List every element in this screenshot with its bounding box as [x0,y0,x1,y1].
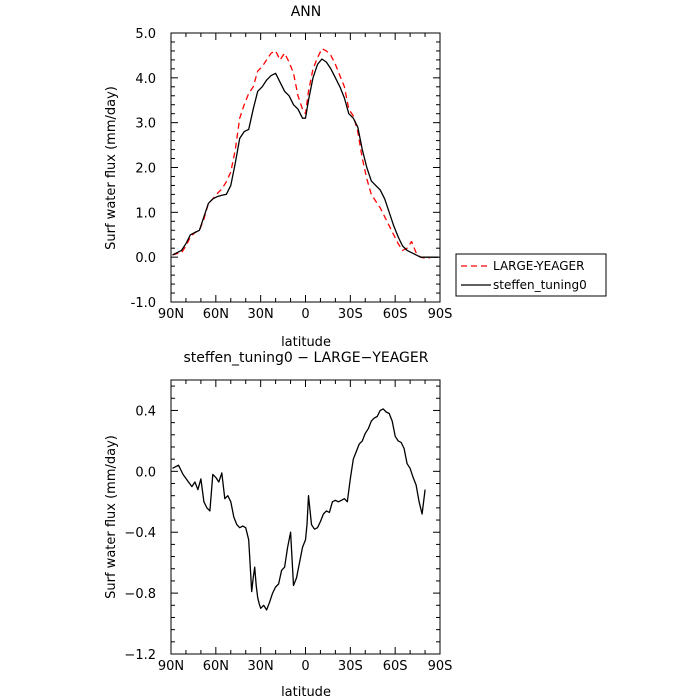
top-y-tick-label: 1.0 [135,206,156,221]
bottom-chart-title: steffen_tuning0 − LARGE−YEAGER [184,350,429,366]
top-y-tick-label: -1.0 [131,296,156,311]
legend-box [455,253,607,297]
top-y-axis-label: Surf water flux (mm/day) [104,86,119,250]
bottom-axis-ticks [170,380,441,655]
top-series-line-steffen-tuning0 [172,58,439,258]
top-x-tick-label: 60S [383,307,408,322]
top-y-tick-label: 0.0 [135,251,156,266]
bottom-y-axis-label: Surf water flux (mm/day) [104,435,119,599]
bottom-y-tick-label: 0.0 [135,465,156,480]
legend: LARGE-YEAGER steffen_tuning0 [455,253,607,297]
top-y-tick-label: 4.0 [135,72,156,87]
top-plot-frame [170,32,441,303]
legend-label-steffen-tuning0: steffen_tuning0 [493,278,587,292]
top-y-tick-labels: -1.0 0.0 1.0 2.0 3.0 4.0 5.0 [131,27,156,311]
top-y-tick-label: 2.0 [135,162,156,177]
bottom-x-tick-label: 90S [428,659,453,674]
bottom-panel: steffen_tuning0 − LARGE−YEAGER −1.2−0.8−… [104,350,452,700]
top-x-tick-label: 90S [428,307,453,322]
legend-label-large-yeager: LARGE-YEAGER [493,259,584,273]
top-x-tick-label: 30S [338,307,363,322]
bottom-x-tick-label: 0 [301,659,309,674]
bottom-y-tick-label: 0.4 [135,404,156,419]
bottom-x-tick-labels: 90N 60N 30N 0 30S 60S 90S [158,659,453,674]
bottom-y-tick-label: −0.8 [124,587,156,602]
top-axis-ticks [170,32,441,303]
top-y-tick-label: 5.0 [135,27,156,42]
top-x-tick-label: 30N [248,307,274,322]
top-x-axis-label: latitude [281,335,331,350]
bottom-series-group [172,408,426,611]
bottom-plot-frame [170,379,441,655]
top-series-line-large-yeager [172,48,430,259]
bottom-y-tick-label: −1.2 [124,648,156,663]
bottom-series-line-difference [172,408,426,611]
top-chart-title: ANN [291,4,322,20]
bottom-x-axis-label: latitude [281,685,331,700]
top-panel: ANN -1.0 0.0 1.0 2.0 3.0 4.0 5.0 90N 60N 30N 0 30S… [104,4,607,350]
bottom-x-tick-label: 90N [158,659,184,674]
top-y-tick-label: 3.0 [135,117,156,132]
top-x-tick-labels: 90N 60N 30N 0 30S 60S 90S [158,307,453,322]
bottom-x-tick-label: 60N [203,659,229,674]
top-x-tick-label: 90N [158,307,184,322]
top-x-tick-label: 0 [301,307,309,322]
bottom-y-tick-labels: −1.2 −0.8 −0.4 0.0 0.4 [124,404,156,663]
bottom-x-tick-label: 30S [338,659,363,674]
top-series-group [172,48,439,259]
bottom-y-tick-label: −0.4 [124,526,156,541]
bottom-x-tick-label: 60S [383,659,408,674]
bottom-x-tick-label: 30N [248,659,274,674]
top-x-tick-label: 60N [203,307,229,322]
